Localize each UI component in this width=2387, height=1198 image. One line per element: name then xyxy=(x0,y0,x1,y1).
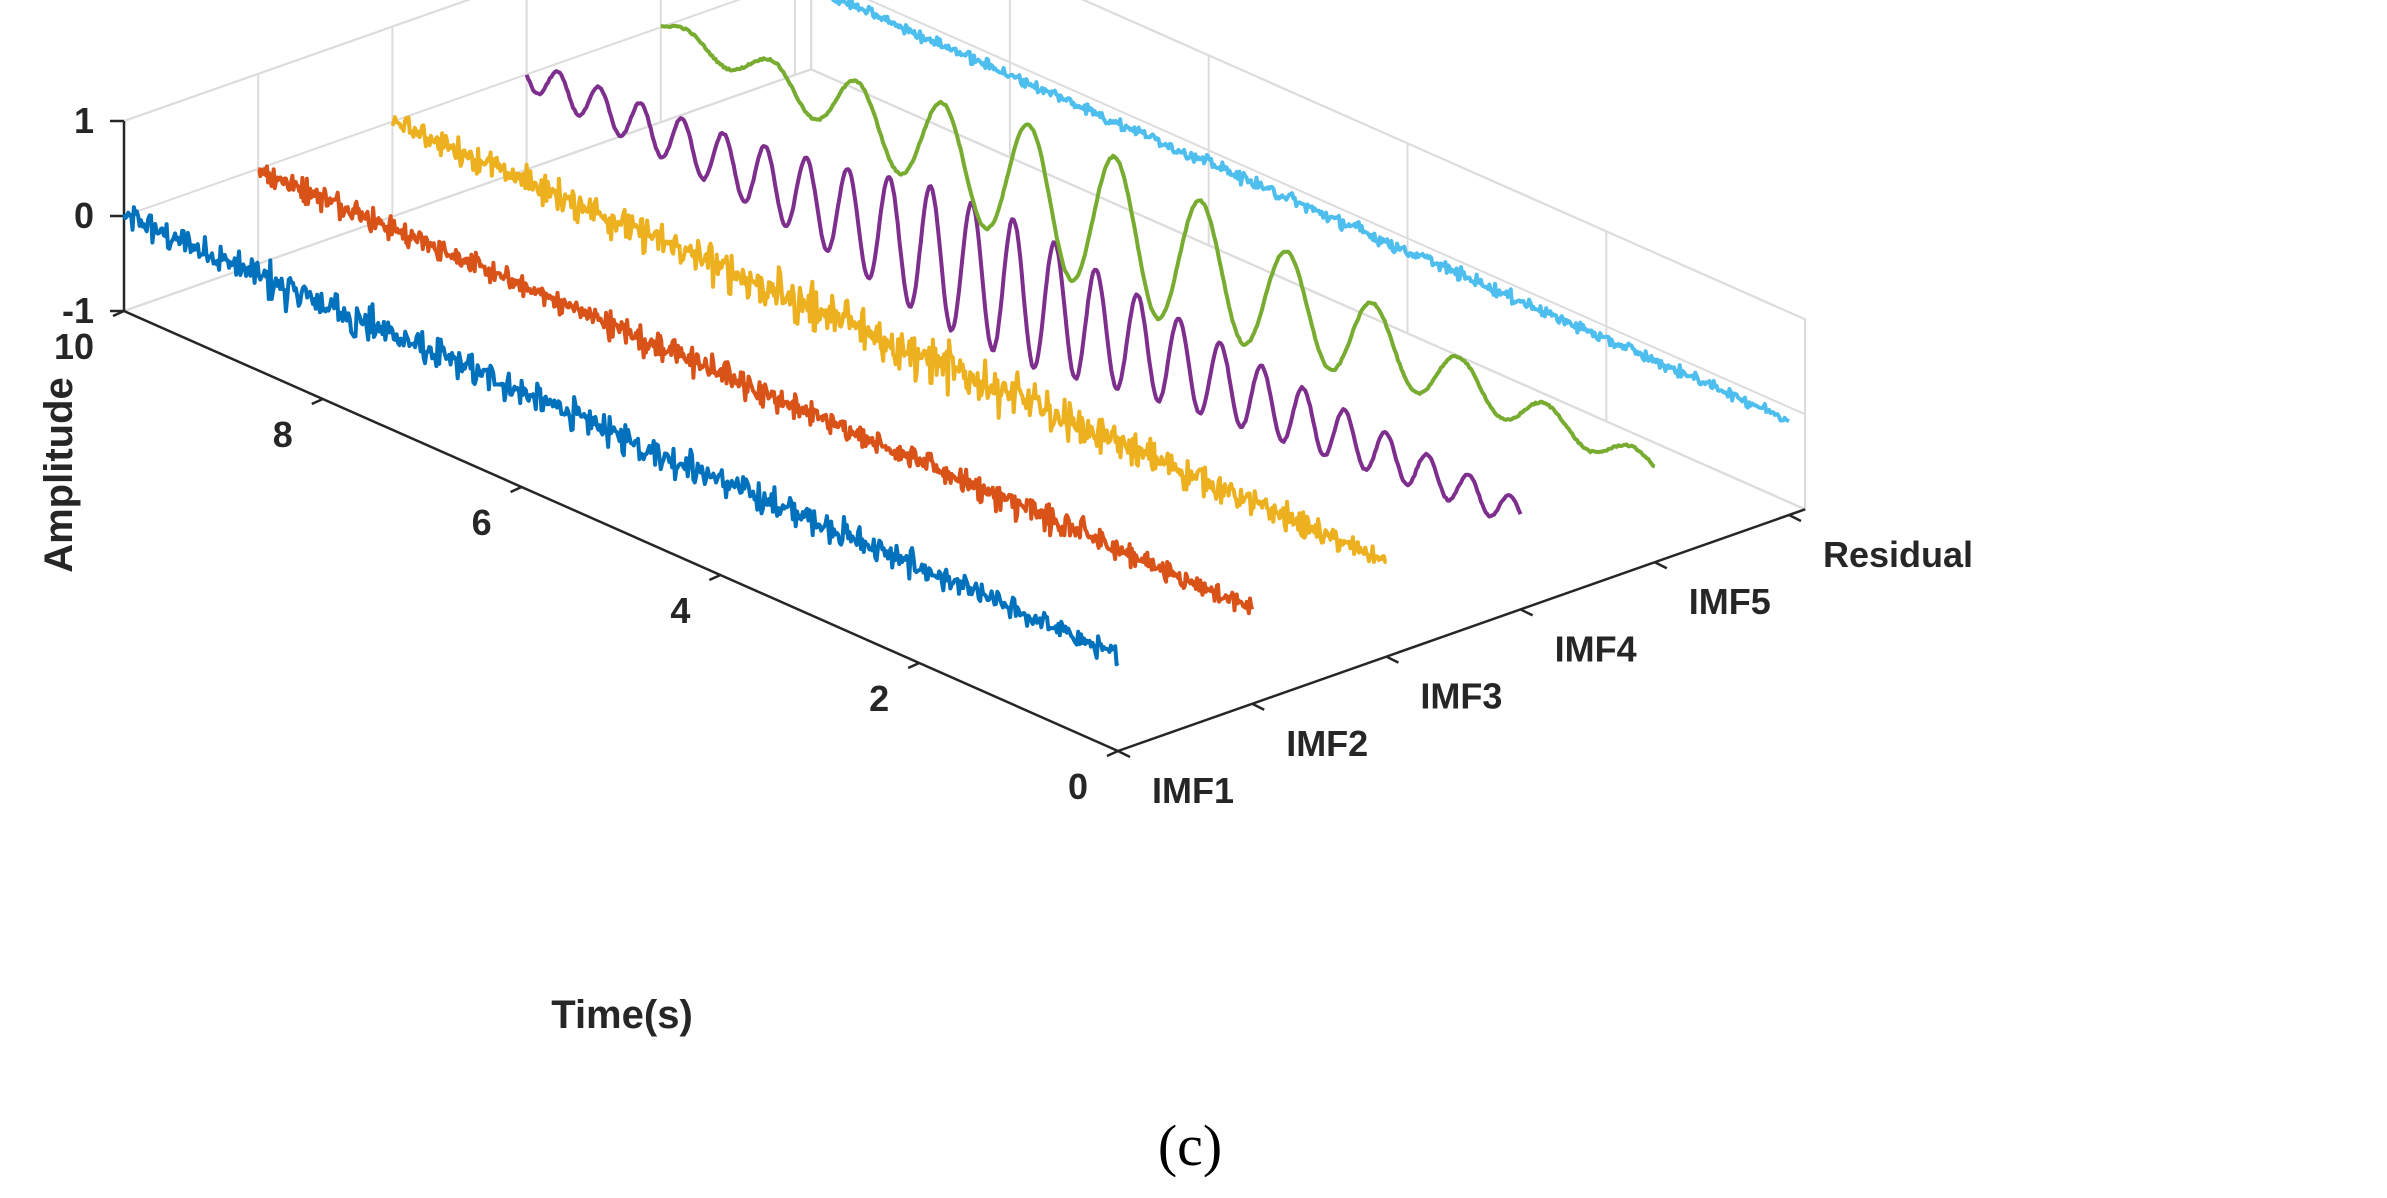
time-tick xyxy=(1106,749,1119,758)
grid-line-amplitude-right xyxy=(810,68,1806,511)
zlabel: Amplitude xyxy=(37,377,81,573)
series-line-imf3 xyxy=(390,115,1388,564)
series-line-imf2 xyxy=(257,164,1255,616)
category-tick-label: IMF5 xyxy=(1689,581,1771,622)
grid-line-amplitude-back xyxy=(123,68,812,312)
category-tick xyxy=(1788,513,1802,523)
category-tick xyxy=(1654,561,1668,570)
time-tick-label: 10 xyxy=(54,326,94,367)
category-tick xyxy=(1117,749,1131,759)
time-tick-label: 4 xyxy=(670,590,690,631)
category-tick-label: IMF1 xyxy=(1152,770,1234,811)
time-tick-label: 0 xyxy=(1068,766,1088,807)
figure-caption: (c) xyxy=(1158,1113,1222,1178)
time-tick xyxy=(112,309,125,318)
grid-line-amplitude-back xyxy=(123,0,742,217)
time-tick-label: 2 xyxy=(869,678,889,719)
time-tick-label: 8 xyxy=(273,414,293,455)
series-line-imf4 xyxy=(524,69,1523,519)
category-tick xyxy=(1251,702,1265,711)
time-tick xyxy=(907,661,920,670)
grid-line-amplitude-right xyxy=(1081,0,1806,321)
category-tick-label: Residual xyxy=(1823,534,1973,575)
grid-line-amplitude-right xyxy=(866,0,1806,416)
category-tick xyxy=(1520,608,1534,617)
category-axis xyxy=(1117,508,1806,753)
series-line-imf5 xyxy=(660,23,1656,469)
time-tick xyxy=(311,397,324,406)
series-traces xyxy=(122,0,1790,667)
category-tick-label: IMF2 xyxy=(1286,723,1368,764)
series-line-imf1 xyxy=(122,205,1120,667)
time-tick xyxy=(708,573,721,582)
category-tick xyxy=(1385,655,1399,664)
ylabel: Time(s) xyxy=(551,993,693,1037)
time-axis xyxy=(123,309,1119,753)
grid-line-amplitude-back xyxy=(123,0,472,122)
category-tick-label: IMF4 xyxy=(1555,628,1637,669)
amplitude-tick-label: -1 xyxy=(62,290,94,331)
amplitude-tick-label: 1 xyxy=(74,100,94,141)
time-tick xyxy=(510,485,523,494)
series-line-residual xyxy=(831,0,1790,423)
time-tick-label: 6 xyxy=(472,502,492,543)
right-wall xyxy=(810,0,1807,511)
amplitude-tick-label: 0 xyxy=(74,195,94,236)
axes xyxy=(110,119,1806,759)
category-tick-label: IMF3 xyxy=(1420,676,1502,717)
